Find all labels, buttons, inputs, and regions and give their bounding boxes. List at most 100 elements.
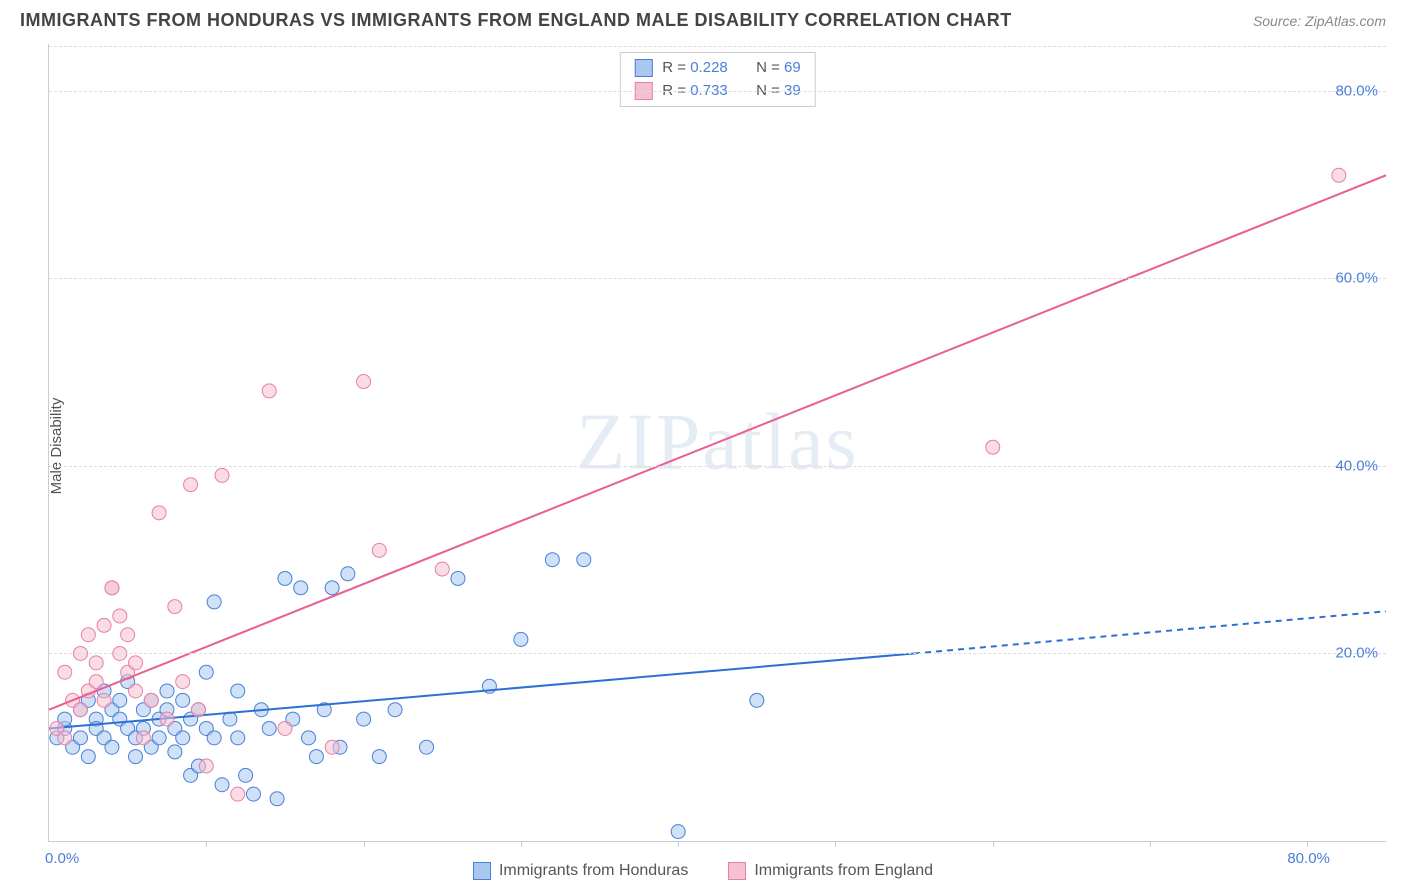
scatter-point: [199, 759, 213, 773]
scatter-point: [105, 581, 119, 595]
scatter-point: [270, 792, 284, 806]
legend-item: Immigrants from Honduras: [473, 862, 688, 880]
scatter-point: [97, 693, 111, 707]
scatter-svg: [49, 44, 1386, 841]
x-tick: [993, 841, 994, 847]
x-tick: [835, 841, 836, 847]
legend-label: Immigrants from England: [754, 862, 933, 880]
scatter-point: [372, 750, 386, 764]
scatter-point: [750, 693, 764, 707]
scatter-point: [168, 745, 182, 759]
scatter-point: [176, 675, 190, 689]
scatter-point: [357, 712, 371, 726]
scatter-point: [435, 562, 449, 576]
stat-r-label: R = 0.228: [662, 57, 727, 80]
scatter-point: [262, 384, 276, 398]
x-tick: [1150, 841, 1151, 847]
scatter-point: [129, 750, 143, 764]
scatter-point: [129, 656, 143, 670]
scatter-point: [184, 478, 198, 492]
y-tick-label: 40.0%: [1335, 457, 1378, 474]
scatter-point: [577, 553, 591, 567]
scatter-point: [81, 750, 95, 764]
scatter-point: [136, 731, 150, 745]
scatter-point: [113, 693, 127, 707]
scatter-point: [278, 571, 292, 585]
scatter-point: [1332, 168, 1346, 182]
header: IMMIGRANTS FROM HONDURAS VS IMMIGRANTS F…: [0, 0, 1406, 39]
scatter-point: [420, 740, 434, 754]
chart-plot-area: ZIPatlas R = 0.228 N = 69R = 0.733 N = 3…: [48, 44, 1386, 842]
scatter-point: [73, 703, 87, 717]
scatter-point: [105, 740, 119, 754]
y-tick-label: 60.0%: [1335, 270, 1378, 287]
gridline: [49, 466, 1386, 467]
scatter-point: [986, 440, 1000, 454]
gridline: [49, 91, 1386, 92]
scatter-point: [231, 787, 245, 801]
scatter-point: [73, 731, 87, 745]
scatter-point: [58, 731, 72, 745]
scatter-point: [191, 703, 205, 717]
scatter-point: [262, 721, 276, 735]
scatter-point: [199, 665, 213, 679]
scatter-point: [207, 731, 221, 745]
chart-title: IMMIGRANTS FROM HONDURAS VS IMMIGRANTS F…: [20, 10, 1012, 31]
scatter-point: [302, 731, 316, 745]
gridline: [49, 278, 1386, 279]
scatter-point: [144, 693, 158, 707]
legend-item: Immigrants from England: [728, 862, 933, 880]
gridline: [49, 46, 1386, 47]
stat-n-value: 69: [784, 59, 801, 76]
x-tick: [364, 841, 365, 847]
scatter-point: [231, 731, 245, 745]
scatter-point: [152, 506, 166, 520]
trend-line: [49, 653, 914, 728]
scatter-point: [160, 684, 174, 698]
scatter-point: [239, 768, 253, 782]
scatter-point: [451, 571, 465, 585]
stats-row: R = 0.228 N = 69: [634, 57, 800, 80]
bottom-legend: Immigrants from Honduras Immigrants from …: [0, 862, 1406, 880]
scatter-point: [129, 684, 143, 698]
scatter-point: [545, 553, 559, 567]
source-label: Source: ZipAtlas.com: [1253, 13, 1386, 29]
scatter-point: [113, 609, 127, 623]
scatter-point: [231, 684, 245, 698]
gridline: [49, 653, 1386, 654]
trend-line: [49, 175, 1386, 709]
x-tick: [206, 841, 207, 847]
scatter-point: [514, 632, 528, 646]
scatter-point: [160, 712, 174, 726]
scatter-point: [58, 665, 72, 679]
scatter-point: [278, 721, 292, 735]
scatter-point: [325, 740, 339, 754]
stat-n-label: N = 69: [756, 57, 801, 80]
scatter-point: [152, 731, 166, 745]
legend-label: Immigrants from Honduras: [499, 862, 688, 880]
scatter-point: [372, 543, 386, 557]
legend-swatch: [634, 59, 652, 77]
x-tick: [1307, 841, 1308, 847]
stat-r-value: 0.228: [690, 59, 728, 76]
scatter-point: [671, 825, 685, 839]
scatter-point: [357, 375, 371, 389]
stats-legend-box: R = 0.228 N = 69R = 0.733 N = 39: [619, 52, 815, 107]
scatter-point: [121, 628, 135, 642]
scatter-point: [215, 778, 229, 792]
scatter-point: [207, 595, 221, 609]
legend-swatch: [473, 862, 491, 880]
scatter-point: [97, 618, 111, 632]
scatter-point: [388, 703, 402, 717]
scatter-point: [81, 628, 95, 642]
scatter-point: [294, 581, 308, 595]
x-tick: [678, 841, 679, 847]
scatter-point: [176, 731, 190, 745]
scatter-point: [89, 656, 103, 670]
scatter-point: [176, 693, 190, 707]
scatter-point: [168, 600, 182, 614]
scatter-point: [341, 567, 355, 581]
x-tick: [521, 841, 522, 847]
y-tick-label: 20.0%: [1335, 645, 1378, 662]
scatter-point: [325, 581, 339, 595]
